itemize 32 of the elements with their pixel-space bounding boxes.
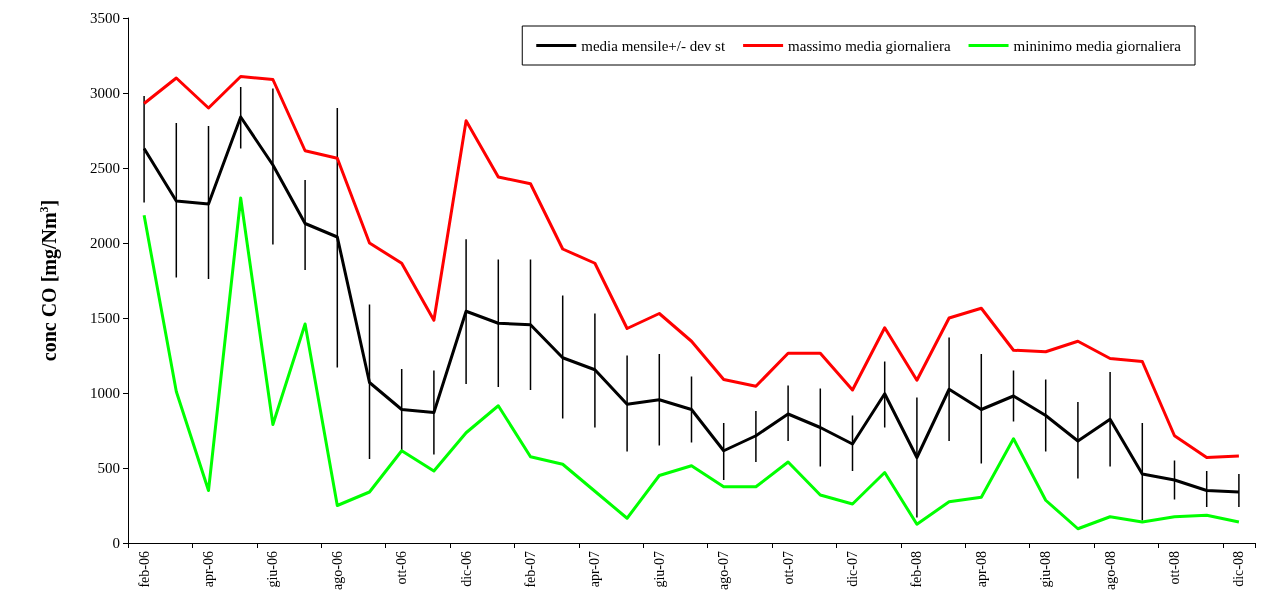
x-tick-label: ott-06	[394, 551, 410, 585]
legend-label: media mensile+/- dev st	[581, 37, 726, 54]
x-tick-label: giu-08	[1038, 551, 1054, 588]
y-tick-label: 2000	[90, 235, 120, 251]
x-tick-label: ago-08	[1102, 551, 1118, 590]
x-tick-label: dic-07	[845, 551, 860, 587]
x-tick-label: ago-07	[716, 551, 732, 590]
x-tick-label: ott-07	[780, 551, 796, 585]
y-tick-label: 1000	[90, 385, 120, 401]
x-tick-label: apr-07	[587, 551, 603, 588]
x-tick-label: feb-08	[909, 551, 925, 588]
y-tick-label: 1500	[90, 310, 120, 326]
x-tick-label: apr-06	[201, 551, 216, 588]
x-tick-label: ago-06	[329, 551, 345, 590]
line-series	[142, 196, 1241, 531]
x-tick-label: dic-08	[1231, 551, 1247, 587]
x-tick-label: feb-07	[523, 551, 538, 588]
x-tick-label: giu-06	[265, 551, 281, 588]
x-tick-label: ott-08	[1167, 551, 1182, 585]
y-tick-label: 3000	[90, 85, 120, 101]
y-tick-label: 3500	[90, 10, 120, 26]
legend-label: massimo media giornaliera	[788, 37, 951, 54]
y-tick-label: 2500	[90, 160, 120, 176]
x-tick-label: dic-06	[458, 551, 474, 587]
x-tick-label: apr-08	[973, 551, 989, 588]
x-tick-label: giu-07	[651, 551, 667, 588]
y-tick-label: 0	[112, 535, 120, 551]
y-tick-label: 500	[97, 460, 120, 476]
line-series	[142, 75, 1241, 459]
legend-label: mininimo media giornaliera	[1013, 37, 1182, 54]
x-tick-label: feb-06	[136, 551, 152, 588]
y-axis-title: conc CO [mg/Nm3]	[37, 199, 61, 362]
